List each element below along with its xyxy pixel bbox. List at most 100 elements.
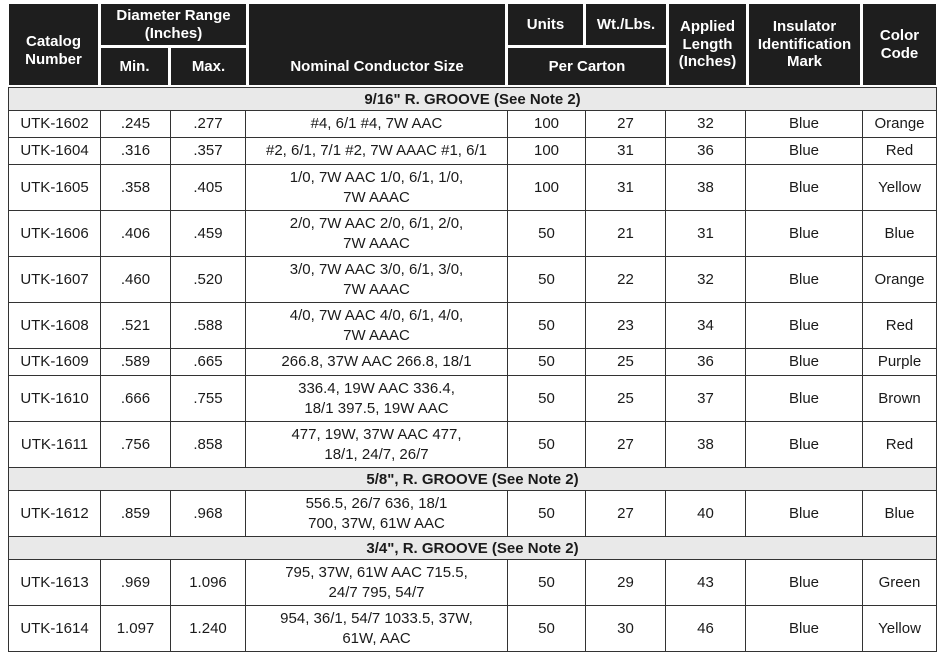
header-insulator-identification-mark: Insulator Identification Mark — [746, 4, 863, 85]
cell-units-per-carton: 50 — [508, 606, 586, 651]
cell-catalog-number: UTK-1614 — [9, 606, 101, 651]
cell-diameter-max: .665 — [171, 349, 246, 375]
cell-units-per-carton: 50 — [508, 349, 586, 375]
section-header-band: 5/8", R. GROOVE (See Note 2) — [9, 468, 936, 491]
cell-catalog-number: UTK-1612 — [9, 491, 101, 536]
cell-diameter-min: .245 — [101, 111, 171, 137]
cell-units-per-carton: 50 — [508, 211, 586, 256]
cell-conductor-size: 954, 36/1, 54/7 1033.5, 37W, 61W, AAC — [246, 606, 508, 651]
table-row: UTK-1611 .756 .858 477, 19W, 37W AAC 477… — [9, 422, 936, 468]
cell-conductor-size: 795, 37W, 61W AAC 715.5, 24/7 795, 54/7 — [246, 560, 508, 605]
cell-applied-length: 37 — [666, 376, 746, 421]
cell-applied-length: 31 — [666, 211, 746, 256]
cell-conductor-size: 477, 19W, 37W AAC 477, 18/1, 24/7, 26/7 — [246, 422, 508, 467]
cell-diameter-min: .358 — [101, 165, 171, 210]
section-header-band: 9/16" R. GROOVE (See Note 2) — [9, 88, 936, 111]
cell-wt-lbs: 29 — [586, 560, 666, 605]
header-max: Max. — [171, 48, 246, 85]
cell-units-per-carton: 50 — [508, 422, 586, 467]
table-row: UTK-1605 .358 .405 1/0, 7W AAC 1/0, 6/1,… — [9, 165, 936, 211]
cell-units-per-carton: 50 — [508, 376, 586, 421]
cell-diameter-max: .520 — [171, 257, 246, 302]
cell-diameter-min: .316 — [101, 138, 171, 164]
cell-wt-lbs: 30 — [586, 606, 666, 651]
table-row: UTK-1607 .460 .520 3/0, 7W AAC 3/0, 6/1,… — [9, 257, 936, 303]
table-row: UTK-1604 .316 .357 #2, 6/1, 7/1 #2, 7W A… — [9, 138, 936, 165]
cell-insulator-mark: Blue — [746, 560, 863, 605]
cell-diameter-max: .277 — [171, 111, 246, 137]
section-title: 9/16" R. GROOVE (See Note 2) — [364, 90, 581, 108]
cell-diameter-min: .666 — [101, 376, 171, 421]
cell-conductor-size: 3/0, 7W AAC 3/0, 6/1, 3/0, 7W AAAC — [246, 257, 508, 302]
cell-color-code: Brown — [878, 389, 921, 407]
cell-wt-lbs: 31 — [586, 138, 666, 164]
cell-units-per-carton: 50 — [508, 491, 586, 536]
cell-units-per-carton: 100 — [508, 165, 586, 210]
header-applied-length: Applied Length (Inches) — [666, 4, 746, 85]
cell-color-code: Red — [885, 435, 914, 453]
cell-applied-length: 32 — [666, 111, 746, 137]
header-color-code: Color Code — [863, 4, 936, 85]
header-per-carton: Per Carton — [508, 48, 666, 85]
cell-diameter-max: .755 — [171, 376, 246, 421]
cell-insulator-mark: Blue — [746, 376, 863, 421]
cell-insulator-mark: Blue — [746, 303, 863, 348]
cell-color-code: Blue — [884, 504, 915, 522]
header-nominal-conductor-size: Nominal Conductor Size — [246, 4, 508, 85]
cell-catalog-number: UTK-1607 — [9, 257, 101, 302]
table-row: UTK-1608 .521 .588 4/0, 7W AAC 4/0, 6/1,… — [9, 303, 936, 349]
cell-conductor-size: #2, 6/1, 7/1 #2, 7W AAAC #1, 6/1 — [246, 138, 508, 164]
cell-units-per-carton: 50 — [508, 257, 586, 302]
cell-conductor-size: 266.8, 37W AAC 266.8, 18/1 — [246, 349, 508, 375]
catalog-table: Catalog Number Diameter Range (Inches) M… — [8, 4, 937, 652]
cell-diameter-min: .969 — [101, 560, 171, 605]
cell-diameter-max: 1.096 — [171, 560, 246, 605]
cell-applied-length: 36 — [666, 349, 746, 375]
cell-insulator-mark: Blue — [746, 422, 863, 467]
cell-insulator-mark: Blue — [746, 606, 863, 651]
cell-diameter-max: .588 — [171, 303, 246, 348]
cell-wt-lbs: 27 — [586, 422, 666, 467]
cell-color-code: Green — [878, 573, 921, 591]
cell-color-code: Red — [885, 142, 914, 160]
cell-wt-lbs: 27 — [586, 491, 666, 536]
cell-color-code: Yellow — [878, 178, 921, 196]
cell-insulator-mark: Blue — [746, 111, 863, 137]
cell-catalog-number: UTK-1602 — [9, 111, 101, 137]
cell-conductor-size: 4/0, 7W AAC 4/0, 6/1, 4/0, 7W AAAC — [246, 303, 508, 348]
cell-diameter-max: .405 — [171, 165, 246, 210]
cell-diameter-min: 1.097 — [101, 606, 171, 651]
cell-wt-lbs: 31 — [586, 165, 666, 210]
cell-applied-length: 36 — [666, 138, 746, 164]
cell-color-code: Red — [885, 316, 914, 334]
cell-applied-length: 38 — [666, 165, 746, 210]
cell-diameter-max: .357 — [171, 138, 246, 164]
cell-catalog-number: UTK-1610 — [9, 376, 101, 421]
cell-catalog-number: UTK-1613 — [9, 560, 101, 605]
cell-wt-lbs: 25 — [586, 376, 666, 421]
cell-wt-lbs: 22 — [586, 257, 666, 302]
cell-diameter-max: .968 — [171, 491, 246, 536]
cell-color-code: Blue — [884, 224, 915, 242]
section-header-band: 3/4", R. GROOVE (See Note 2) — [9, 537, 936, 560]
cell-applied-length: 40 — [666, 491, 746, 536]
cell-catalog-number: UTK-1611 — [9, 422, 101, 467]
table-row: UTK-1612 .859 .968 556.5, 26/7 636, 18/1… — [9, 491, 936, 537]
cell-diameter-max: .858 — [171, 422, 246, 467]
cell-color-code: Yellow — [878, 619, 921, 637]
header-wt-lbs: Wt./Lbs. — [586, 4, 666, 48]
cell-wt-lbs: 21 — [586, 211, 666, 256]
cell-wt-lbs: 25 — [586, 349, 666, 375]
cell-color-code: Purple — [877, 353, 922, 371]
cell-diameter-min: .521 — [101, 303, 171, 348]
header-catalog-number: Catalog Number — [9, 4, 101, 85]
cell-applied-length: 38 — [666, 422, 746, 467]
cell-insulator-mark: Blue — [746, 165, 863, 210]
cell-conductor-size: #4, 6/1 #4, 7W AAC — [246, 111, 508, 137]
section-title: 3/4", R. GROOVE (See Note 2) — [366, 539, 579, 557]
cell-units-per-carton: 50 — [508, 303, 586, 348]
cell-insulator-mark: Blue — [746, 491, 863, 536]
cell-conductor-size: 2/0, 7W AAC 2/0, 6/1, 2/0, 7W AAAC — [246, 211, 508, 256]
cell-applied-length: 43 — [666, 560, 746, 605]
cell-diameter-min: .589 — [101, 349, 171, 375]
